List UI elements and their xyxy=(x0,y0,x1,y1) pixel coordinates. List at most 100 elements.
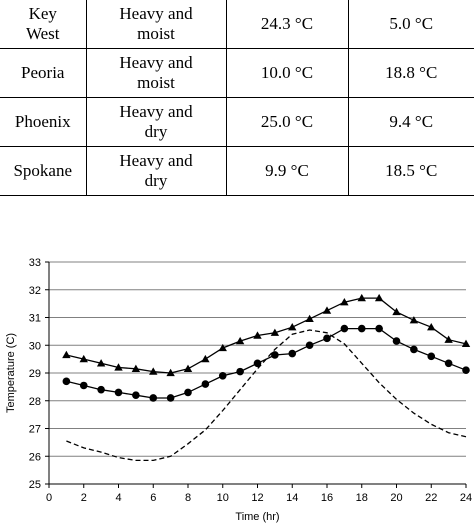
data-point-triangle xyxy=(149,367,158,375)
x-tick-label: 22 xyxy=(425,492,437,504)
data-point-circle xyxy=(149,394,158,402)
table-cell-city: Peoria xyxy=(0,48,87,98)
table-cell-t2: 5.0 °C xyxy=(347,0,474,49)
cell-line: Phoenix xyxy=(14,112,71,131)
table-cell-t1: 25.0 °C xyxy=(225,97,349,147)
cell-line: dry xyxy=(144,171,168,190)
x-tick-label: 6 xyxy=(150,492,156,504)
table-cell-t2: 18.5 °C xyxy=(347,146,474,196)
data-point-circle xyxy=(218,371,227,380)
cell-line: Heavy and xyxy=(119,151,193,170)
data-point-circle xyxy=(323,334,331,343)
cell-line: Heavy and xyxy=(119,102,193,121)
data-point-circle xyxy=(357,324,366,333)
data-point-circle xyxy=(444,359,453,368)
data-point-circle xyxy=(462,366,470,375)
data-point-triangle xyxy=(322,306,332,314)
table-cell-city: Phoenix xyxy=(0,97,87,147)
data-point-triangle xyxy=(357,293,366,302)
table-row: Key West Heavy and moist 24.3 °C 5.0 °C xyxy=(0,0,474,49)
data-point-triangle xyxy=(427,323,436,331)
data-point-circle xyxy=(201,380,210,388)
series-line-2 xyxy=(66,329,467,462)
data-point-triangle xyxy=(340,298,349,306)
data-point-circle xyxy=(184,388,192,397)
table-cell-city: Spokane xyxy=(0,146,87,196)
data-point-circle xyxy=(305,341,314,350)
data-point-triangle xyxy=(201,354,210,363)
series-line-1 xyxy=(66,327,467,399)
x-tick-label: 10 xyxy=(217,492,229,504)
y-axis-label: Temperature (C) xyxy=(5,333,17,413)
x-tick-label: 16 xyxy=(321,492,333,504)
x-tick-label: 4 xyxy=(115,492,121,504)
x-tick-label: 0 xyxy=(46,492,52,504)
y-tick-label: 32 xyxy=(29,285,41,297)
x-tick-label: 24 xyxy=(460,492,472,504)
cell-line: Peoria xyxy=(21,63,65,82)
x-axis-label: Time (hr) xyxy=(235,511,279,523)
data-point-circle xyxy=(132,391,140,399)
x-tick-label: 14 xyxy=(286,492,298,504)
y-tick-label: 29 xyxy=(29,368,41,380)
y-tick-label: 28 xyxy=(29,396,41,408)
x-tick-label: 8 xyxy=(185,492,191,504)
table-cell-type: Heavy and dry xyxy=(85,146,227,196)
data-point-triangle xyxy=(62,350,71,359)
table-cell-t2: 9.4 °C xyxy=(347,97,474,147)
table-body: Key West Heavy and moist 24.3 °C 5.0 °C Peoria… xyxy=(0,0,474,196)
y-tick-label: 33 xyxy=(29,257,41,269)
data-point-triangle xyxy=(270,328,280,336)
table-cell-t1: 10.0 °C xyxy=(225,48,349,98)
table-cell-city: Key West xyxy=(0,0,87,49)
data-point-triangle xyxy=(96,359,106,367)
table-cell-t2: 18.8 °C xyxy=(347,48,474,98)
data-point-circle xyxy=(114,388,123,397)
y-tick-label: 27 xyxy=(29,424,41,436)
data-point-triangle xyxy=(235,336,245,345)
data-point-triangle xyxy=(79,354,88,363)
data-point-triangle xyxy=(288,323,297,331)
cell-line: Heavy and xyxy=(119,4,193,23)
data-point-triangle xyxy=(305,314,314,323)
data-point-circle xyxy=(375,324,383,333)
x-tick-label: 12 xyxy=(251,492,263,504)
data-point-triangle xyxy=(374,293,384,302)
cell-line: Key xyxy=(28,4,57,23)
data-point-triangle xyxy=(253,331,262,339)
data-point-circle xyxy=(410,345,418,354)
table-cell-type: Heavy and moist xyxy=(85,48,227,98)
cell-line: Spokane xyxy=(13,161,73,180)
data-point-circle xyxy=(340,324,349,333)
data-point-triangle xyxy=(444,335,453,343)
table-cell-t1: 9.9 °C xyxy=(225,146,349,196)
data-point-triangle xyxy=(218,343,227,352)
y-tick-label: 26 xyxy=(29,451,41,463)
cell-line: dry xyxy=(144,122,168,141)
data-point-circle xyxy=(97,385,105,394)
data-point-circle xyxy=(253,359,262,368)
data-point-triangle xyxy=(183,364,193,372)
data-point-triangle xyxy=(461,339,471,348)
y-tick-label: 25 xyxy=(29,479,41,491)
data-point-circle xyxy=(236,367,244,376)
table-row: Spokane Heavy and dry 9.9 °C 18.5 °C xyxy=(0,146,474,196)
data-point-triangle xyxy=(166,368,175,377)
data-point-circle xyxy=(166,394,175,402)
table-cell-t1: 24.3 °C xyxy=(225,0,349,49)
data-point-triangle xyxy=(114,363,123,371)
x-tick-label: 20 xyxy=(390,492,402,504)
data-table: Key West Heavy and moist 24.3 °C 5.0 °C Peoria… xyxy=(0,0,474,196)
x-tick-label: 2 xyxy=(81,492,87,504)
table-cell-type: Heavy and dry xyxy=(85,97,227,147)
data-point-circle xyxy=(271,351,279,359)
cell-line: moist xyxy=(137,73,175,92)
data-point-circle xyxy=(79,381,88,390)
table-row: Phoenix Heavy and dry 25.0 °C 9.4 °C xyxy=(0,97,474,147)
data-point-circle xyxy=(392,337,401,345)
y-tick-label: 30 xyxy=(29,340,41,352)
data-point-circle xyxy=(62,377,71,386)
series-line-0 xyxy=(66,297,467,374)
cell-line: West xyxy=(25,24,60,43)
